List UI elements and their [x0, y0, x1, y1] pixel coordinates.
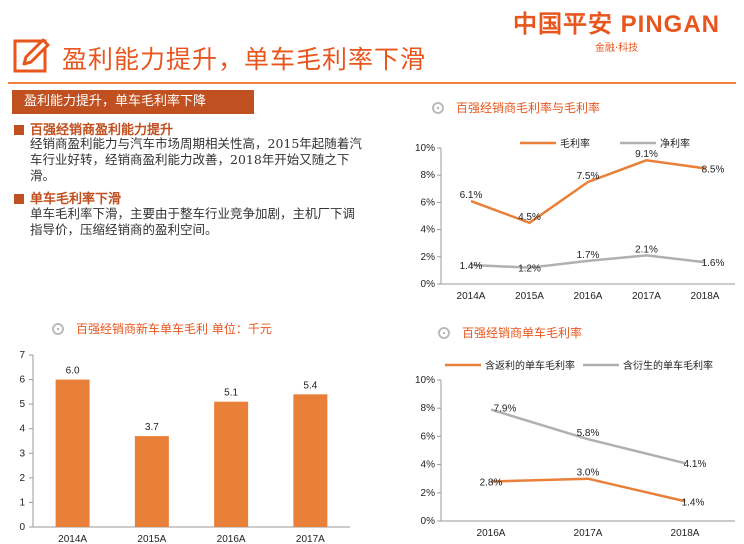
chart1-data-label: 8.5% [702, 164, 725, 175]
chart3-x-tick-label: 2016A [477, 528, 506, 539]
chart1-x-tick-label: 2018A [691, 291, 720, 302]
chart1-data-label: 1.2% [518, 264, 541, 275]
title-divider [8, 82, 736, 84]
chart3-x-tick-label: 2018A [671, 528, 700, 539]
chart3-data-label: 5.8% [577, 428, 600, 439]
chart2-data-label: 6.0 [66, 366, 80, 377]
chart3-x-tick-label: 2017A [574, 528, 603, 539]
chart1-y-tick-label: 8% [421, 170, 436, 181]
chart3-y-tick-label: 0% [421, 516, 436, 527]
chart2-y-tick-label: 1 [19, 497, 25, 508]
target-icon [52, 323, 64, 335]
chart1-x-tick-label: 2017A [632, 291, 661, 302]
chart2-bar [55, 379, 90, 527]
chart2-title-text: 百强经销商新车单车毛利 单位：千元 [76, 322, 272, 336]
chart1-y-tick-label: 10% [415, 143, 435, 154]
chart1-data-label: 1.4% [460, 261, 483, 272]
chart2-bar [293, 394, 328, 527]
chart2-y-tick-label: 0 [19, 522, 25, 533]
chart1-title: 百强经销商毛利率与毛利率 [432, 99, 600, 116]
chart2-y-tick-label: 2 [19, 473, 25, 484]
square-bullet-icon [14, 125, 24, 135]
bullet-heading-1: 百强经销商盈利能力提升 [14, 119, 173, 138]
chart1-data-label: 6.1% [460, 190, 483, 201]
chart2-x-tick-label: 2015A [137, 534, 166, 544]
chart2-title: 百强经销商新车单车毛利 单位：千元 [52, 320, 272, 337]
chart1-series-line [470, 158, 706, 225]
chart3-y-tick-label: 4% [421, 460, 436, 471]
chart1-data-label: 4.5% [518, 212, 541, 223]
chart2-x-tick-label: 2017A [296, 534, 325, 544]
chart3-data-label: 2.8% [480, 478, 503, 489]
chart1-y-tick-label: 2% [421, 252, 436, 263]
chart3-y-tick-label: 8% [421, 403, 436, 414]
chart1-data-label: 7.5% [577, 171, 600, 182]
chart1-y-tick-label: 0% [421, 279, 436, 290]
chart1-x-tick-label: 2015A [515, 291, 544, 302]
logo-text: 中国平安 PINGAN [512, 11, 720, 38]
section-banner: 盈利能力提升，单车毛利率下降 [12, 90, 254, 114]
chart3-data-label: 7.9% [494, 404, 517, 415]
target-icon [432, 102, 444, 114]
chart1-title-text: 百强经销商毛利率与毛利率 [456, 101, 601, 115]
chart2-y-tick-label: 6 [19, 375, 25, 386]
chart2-y-tick-label: 5 [19, 399, 25, 410]
bullet-body-1: 经销商盈利能力与汽车市场周期相关性高，2015年起随着汽车行业好转，经销商盈利能… [30, 136, 362, 183]
chart3-y-tick-label: 6% [421, 431, 436, 442]
pingan-logo: 中国平安 PINGAN 金融·科技 [513, 4, 720, 54]
chart1-legend-label: 毛利率 [560, 137, 590, 150]
chart2-x-tick-label: 2014A [58, 534, 87, 544]
bullet-heading-1-text: 百强经销商盈利能力提升 [30, 123, 174, 138]
chart2-bar [134, 436, 169, 527]
chart1-x-tick-label: 2016A [574, 291, 603, 302]
chart3-title: 百强经销商单车毛利率 [438, 324, 582, 341]
bullet-body-2: 单车毛利率下滑，主要由于整车行业竞争加剧，主机厂下调指导价，压缩经销商的盈利空间… [30, 206, 356, 237]
page-title: 盈利能力提升，单车毛利率下滑 [62, 45, 427, 74]
edit-pencil-icon [13, 38, 50, 73]
chart3-data-label: 4.1% [684, 459, 707, 470]
square-bullet-icon [14, 194, 24, 204]
chart3-legend-label: 含返利的单车毛利率 [485, 359, 575, 372]
chart1-y-tick-label: 4% [421, 225, 436, 236]
chart3-data-label: 3.0% [577, 468, 600, 479]
chart1-legend-label: 净利率 [660, 137, 690, 150]
chart2-data-label: 3.7 [145, 422, 159, 433]
bullet-heading-2-text: 单车毛利率下滑 [30, 192, 122, 207]
chart3-data-label: 1.4% [682, 497, 705, 508]
chart3-series-line [490, 477, 686, 503]
chart3-y-tick-label: 2% [421, 488, 436, 499]
chart1-x-tick-label: 2014A [457, 291, 486, 302]
bullet-heading-2: 单车毛利率下滑 [14, 188, 121, 207]
chart2-y-tick-label: 7 [19, 350, 25, 361]
logo-subtitle: 金融·科技 [594, 43, 639, 54]
chart3-legend-label: 含衍生的单车毛利率 [623, 359, 713, 372]
chart1-data-label: 9.1% [635, 149, 658, 160]
chart1-data-label: 2.1% [635, 244, 658, 255]
chart2-x-tick-label: 2016A [217, 534, 246, 544]
chart1-data-label: 1.7% [577, 250, 600, 261]
chart2-data-label: 5.1 [224, 388, 238, 399]
chart1-data-label: 1.6% [702, 258, 725, 269]
chart3-y-tick-label: 10% [415, 375, 435, 386]
chart2-data-label: 5.4 [303, 380, 317, 391]
chart2-bar [214, 401, 249, 527]
chart2-y-tick-label: 4 [19, 424, 25, 435]
chart2-y-tick-label: 3 [19, 448, 25, 459]
chart3-title-text: 百强经销商单车毛利率 [462, 326, 583, 340]
chart1-y-tick-label: 6% [421, 197, 436, 208]
target-icon [438, 327, 450, 339]
